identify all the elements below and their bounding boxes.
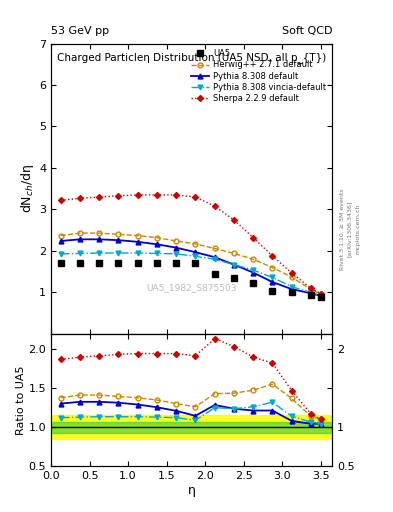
UA5 xyxy=(174,260,178,266)
Sherpa 2.2.9 default xyxy=(135,192,140,198)
X-axis label: η: η xyxy=(187,483,196,497)
Herwig++ 2.7.1 default xyxy=(58,232,63,239)
Sherpa 2.2.9 default xyxy=(270,253,275,259)
Pythia 8.308 vincia-default xyxy=(270,274,275,281)
Herwig++ 2.7.1 default xyxy=(251,256,255,262)
Herwig++ 2.7.1 default xyxy=(270,265,275,271)
Pythia 8.308 default xyxy=(251,269,255,275)
Sherpa 2.2.9 default xyxy=(97,194,101,200)
Pythia 8.308 default xyxy=(58,238,63,244)
UA5 xyxy=(135,260,140,266)
UA5 xyxy=(270,288,275,294)
Text: UA5_1982_S875503: UA5_1982_S875503 xyxy=(146,283,237,292)
Pythia 8.308 vincia-default xyxy=(251,267,255,273)
Pythia 8.308 vincia-default xyxy=(193,253,198,260)
Pythia 8.308 default xyxy=(135,239,140,245)
Pythia 8.308 vincia-default xyxy=(174,251,178,257)
UA5 xyxy=(231,275,236,281)
Pythia 8.308 default xyxy=(289,286,294,292)
Y-axis label: Ratio to UA5: Ratio to UA5 xyxy=(16,365,26,435)
Sherpa 2.2.9 default xyxy=(77,195,82,201)
Pythia 8.308 default xyxy=(231,262,236,268)
Pythia 8.308 vincia-default xyxy=(135,250,140,256)
Pythia 8.308 vincia-default xyxy=(116,250,121,256)
Pythia 8.308 default xyxy=(309,290,313,296)
Sherpa 2.2.9 default xyxy=(154,192,159,198)
Text: Soft QCD: Soft QCD xyxy=(282,26,332,36)
Sherpa 2.2.9 default xyxy=(116,193,121,199)
Herwig++ 2.7.1 default xyxy=(154,234,159,241)
Herwig++ 2.7.1 default xyxy=(231,250,236,257)
Line: Pythia 8.308 default: Pythia 8.308 default xyxy=(58,237,323,298)
Sherpa 2.2.9 default xyxy=(318,291,323,297)
Pythia 8.308 vincia-default xyxy=(318,293,323,299)
Herwig++ 2.7.1 default xyxy=(289,274,294,280)
UA5 xyxy=(193,260,198,266)
UA5 xyxy=(318,294,323,301)
Herwig++ 2.7.1 default xyxy=(135,232,140,239)
Pythia 8.308 default xyxy=(97,236,101,242)
Pythia 8.308 default xyxy=(270,279,275,285)
Pythia 8.308 vincia-default xyxy=(212,256,217,262)
UA5 xyxy=(212,271,217,278)
Pythia 8.308 vincia-default xyxy=(231,262,236,268)
Line: Sherpa 2.2.9 default: Sherpa 2.2.9 default xyxy=(59,193,323,296)
Line: Pythia 8.308 vincia-default: Pythia 8.308 vincia-default xyxy=(58,250,323,298)
Pythia 8.308 default xyxy=(193,249,198,255)
Herwig++ 2.7.1 default xyxy=(174,238,178,244)
Pythia 8.308 default xyxy=(212,254,217,260)
Pythia 8.308 vincia-default xyxy=(154,250,159,257)
Line: Herwig++ 2.7.1 default: Herwig++ 2.7.1 default xyxy=(58,231,323,296)
Pythia 8.308 default xyxy=(77,236,82,242)
Herwig++ 2.7.1 default xyxy=(97,230,101,236)
Sherpa 2.2.9 default xyxy=(174,192,178,198)
Pythia 8.308 vincia-default xyxy=(97,250,101,256)
UA5 xyxy=(77,260,82,266)
Sherpa 2.2.9 default xyxy=(289,270,294,276)
Polygon shape xyxy=(51,415,332,439)
UA5 xyxy=(154,260,159,266)
Pythia 8.308 vincia-default xyxy=(58,251,63,257)
UA5 xyxy=(58,260,63,266)
Pythia 8.308 vincia-default xyxy=(289,284,294,290)
Polygon shape xyxy=(51,422,332,433)
Pythia 8.308 vincia-default xyxy=(77,250,82,257)
UA5 xyxy=(251,280,255,286)
Text: 53 GeV pp: 53 GeV pp xyxy=(51,26,109,36)
Legend: UA5, Herwig++ 2.7.1 default, Pythia 8.308 default, Pythia 8.308 vincia-default, : UA5, Herwig++ 2.7.1 default, Pythia 8.30… xyxy=(189,48,328,104)
Herwig++ 2.7.1 default xyxy=(193,241,198,247)
Pythia 8.308 default xyxy=(174,245,178,251)
Sherpa 2.2.9 default xyxy=(309,285,313,291)
Text: [arXiv:1306.3436]: [arXiv:1306.3436] xyxy=(347,201,352,258)
Text: Charged Particleη Distribution (UA5 NSD, all p_{T}): Charged Particleη Distribution (UA5 NSD,… xyxy=(57,52,326,63)
Pythia 8.308 default xyxy=(116,237,121,243)
UA5 xyxy=(97,260,101,266)
UA5 xyxy=(309,292,313,298)
UA5 xyxy=(116,260,121,266)
Y-axis label: dN$_{ch}$/dη: dN$_{ch}$/dη xyxy=(19,164,36,214)
Pythia 8.308 default xyxy=(154,241,159,247)
Herwig++ 2.7.1 default xyxy=(116,231,121,238)
Herwig++ 2.7.1 default xyxy=(77,230,82,236)
UA5 xyxy=(289,289,294,295)
Text: mcplots.cern.ch: mcplots.cern.ch xyxy=(355,204,360,254)
Pythia 8.308 vincia-default xyxy=(309,289,313,295)
Text: Rivet 3.1.10, ≥ 3M events: Rivet 3.1.10, ≥ 3M events xyxy=(340,188,344,270)
Sherpa 2.2.9 default xyxy=(212,203,217,209)
Herwig++ 2.7.1 default xyxy=(318,291,323,297)
Line: UA5: UA5 xyxy=(58,260,324,301)
Sherpa 2.2.9 default xyxy=(251,234,255,241)
Herwig++ 2.7.1 default xyxy=(212,245,217,251)
Pythia 8.308 default xyxy=(318,293,323,299)
Sherpa 2.2.9 default xyxy=(58,197,63,203)
Sherpa 2.2.9 default xyxy=(193,194,198,200)
Sherpa 2.2.9 default xyxy=(231,217,236,223)
Herwig++ 2.7.1 default xyxy=(309,286,313,292)
